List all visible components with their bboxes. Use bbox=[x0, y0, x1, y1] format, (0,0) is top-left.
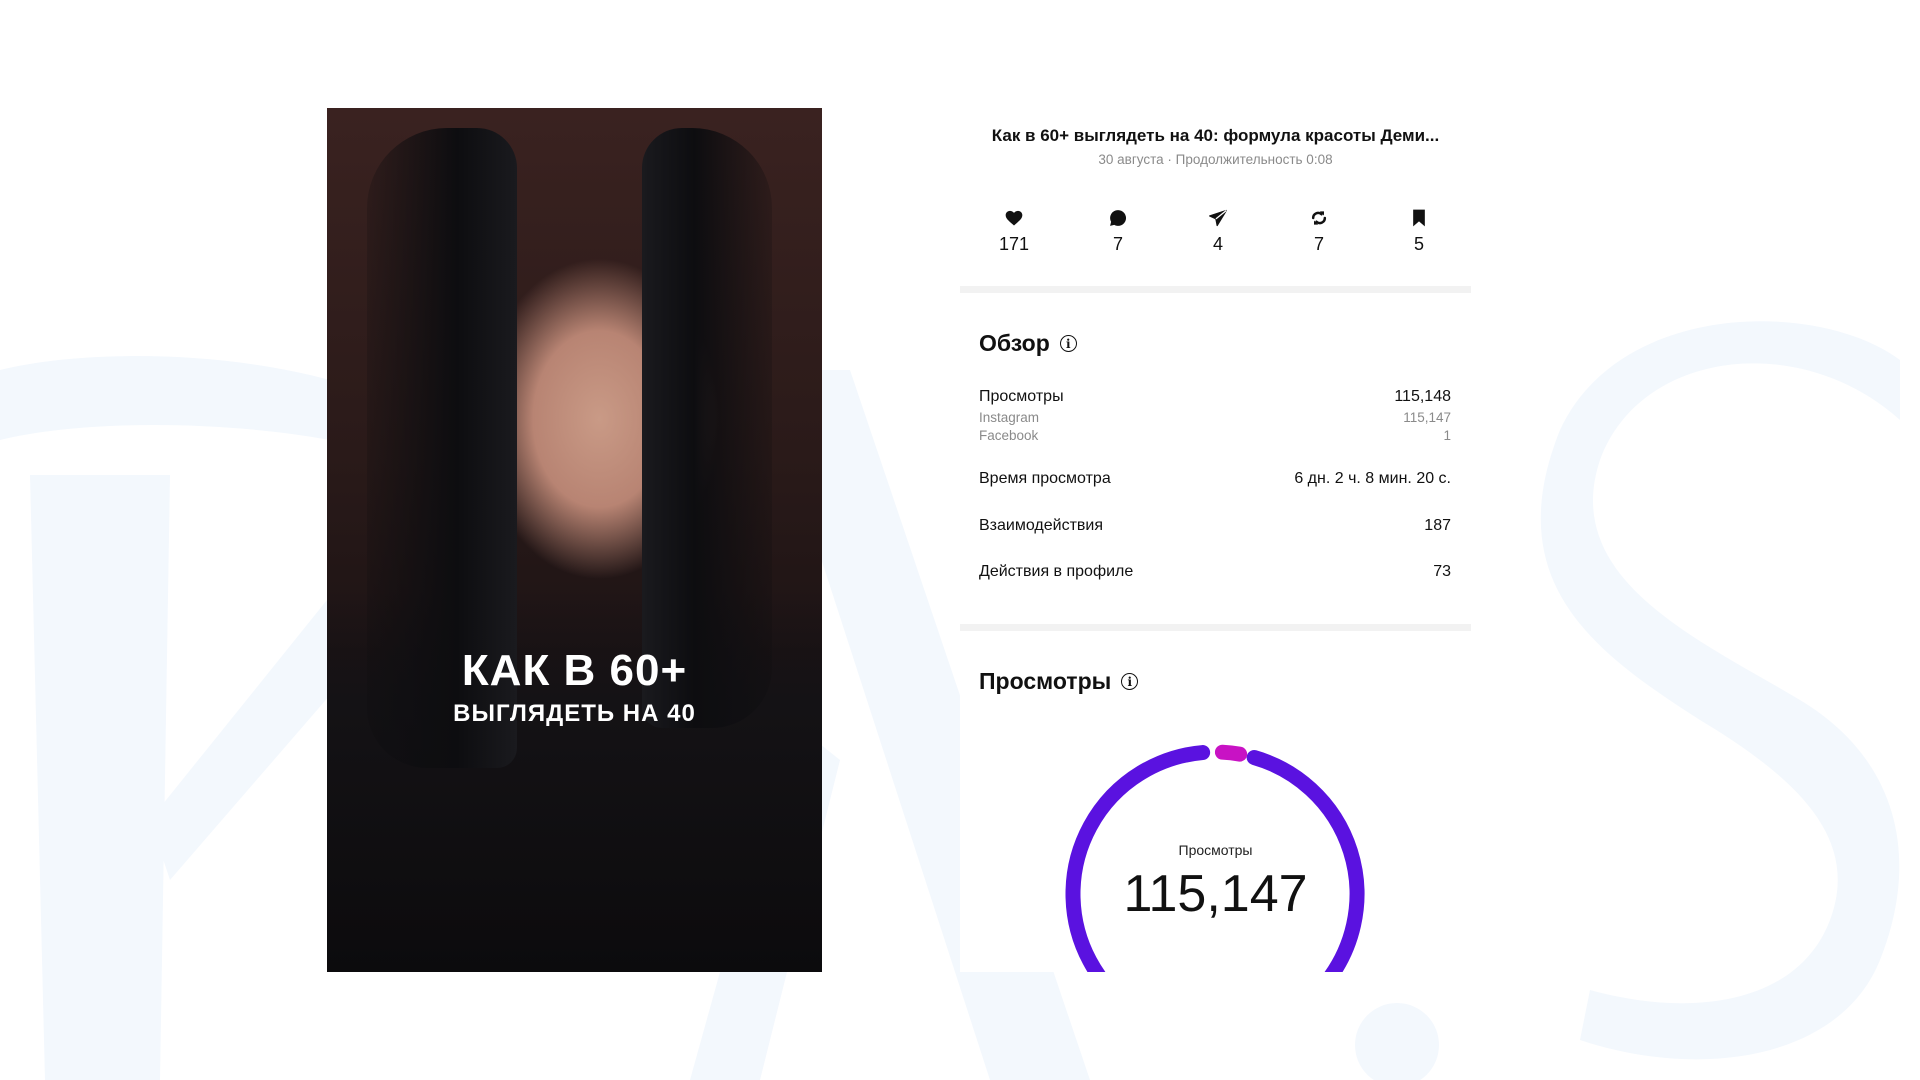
overview-row-facebook: Facebook 1 bbox=[979, 428, 1451, 443]
overview-row-instagram: Instagram 115,147 bbox=[979, 410, 1451, 425]
views-heading: Просмотры i bbox=[979, 668, 1139, 695]
section-divider bbox=[960, 286, 1471, 293]
overlay-text-line1: КАК В 60+ bbox=[461, 646, 688, 695]
post-title: Как в 60+ выглядеть на 40: формула красо… bbox=[991, 126, 1440, 145]
donut-center-value: 115,147 bbox=[1123, 865, 1308, 923]
overview-row-profile-actions: Действия в профиле 73 bbox=[979, 563, 1451, 580]
overview-row-watch-time: Время просмотра 6 дн. 2 ч. 8 мин. 20 с. bbox=[979, 470, 1451, 487]
share-icon bbox=[1209, 209, 1227, 227]
stat-likes: 171 bbox=[984, 208, 1044, 255]
repost-icon bbox=[1311, 211, 1327, 225]
info-icon[interactable]: i bbox=[1059, 335, 1077, 352]
donut-segment-other bbox=[1214, 744, 1248, 762]
stat-reposts: 7 bbox=[1289, 208, 1349, 255]
donut-center-label: Просмотры bbox=[1178, 842, 1253, 858]
overview-heading: Обзор i bbox=[979, 330, 1077, 357]
stat-comments: 7 bbox=[1088, 208, 1148, 255]
bookmark-icon bbox=[1413, 209, 1425, 227]
overlay-text-line2: ВЫГЛЯДЕТЬ НА 40 bbox=[453, 700, 696, 727]
donut-segment-instagram bbox=[1065, 745, 1365, 972]
comment-icon bbox=[1110, 210, 1127, 226]
heart-icon bbox=[1005, 210, 1023, 226]
section-divider bbox=[960, 624, 1471, 631]
stat-shares: 4 bbox=[1188, 208, 1248, 255]
post-preview-image[interactable]: КАК В 60+ ВЫГЛЯДЕТЬ НА 40 bbox=[327, 108, 822, 972]
overview-row-interactions: Взаимодействия 187 bbox=[979, 517, 1451, 534]
info-icon[interactable]: i bbox=[1121, 673, 1139, 690]
views-donut-chart bbox=[1065, 744, 1365, 972]
post-subtitle: 30 августа · Продолжительность 0:08 bbox=[1098, 152, 1333, 167]
insights-panel: Как в 60+ выглядеть на 40: формула красо… bbox=[960, 108, 1471, 972]
stat-saves: 5 bbox=[1389, 208, 1449, 255]
overview-row-views: Просмотры 115,148 bbox=[979, 388, 1451, 405]
